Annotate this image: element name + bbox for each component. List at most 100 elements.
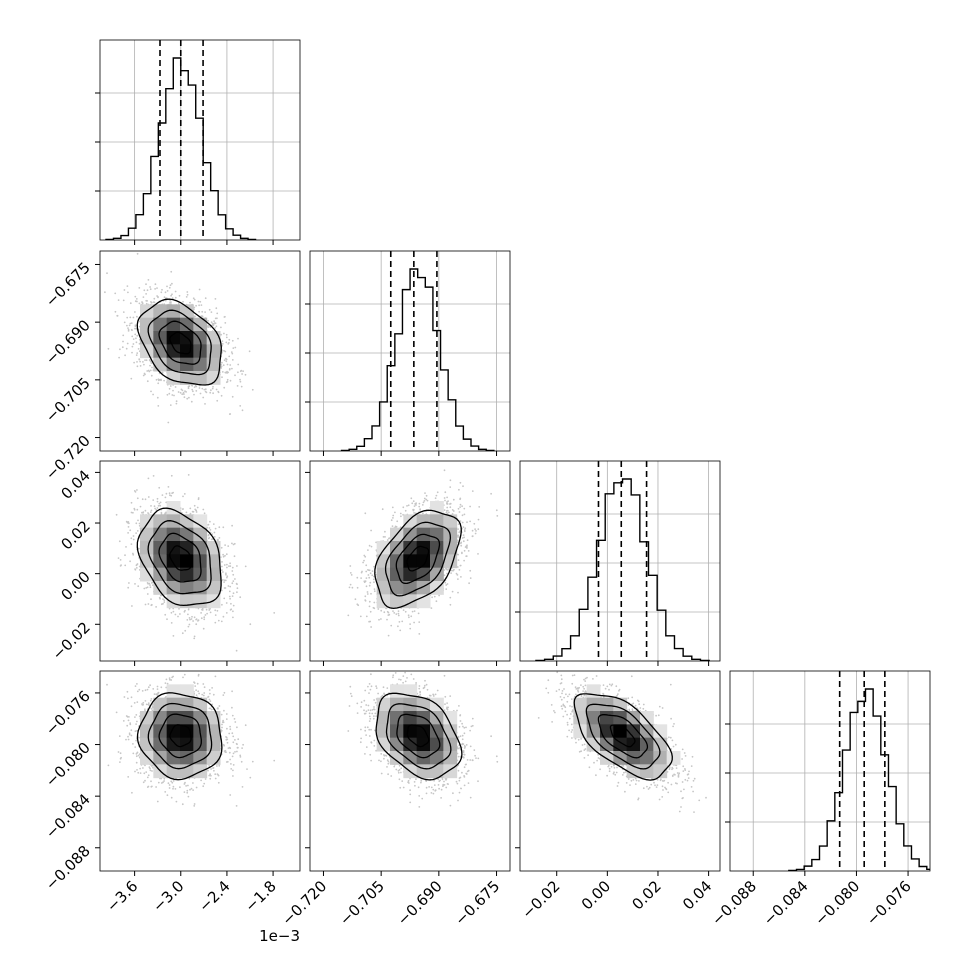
- density-cell: [140, 317, 154, 332]
- density-cell: [166, 697, 181, 712]
- contour-line: [406, 724, 430, 748]
- density-cell: [390, 711, 404, 725]
- panel-1-0: −0.720−0.705−0.690−0.675: [42, 250, 301, 484]
- density-cell: [613, 711, 628, 725]
- density-cell: [153, 581, 168, 595]
- panel-frame: [99, 460, 301, 662]
- density-cell: [376, 554, 391, 569]
- x-tick-label: 0.00: [578, 877, 614, 913]
- density-cell: [376, 711, 391, 725]
- density-cell: [180, 514, 194, 529]
- density-cell: [193, 317, 208, 332]
- density-cell: [430, 541, 444, 555]
- density-cell: [640, 751, 654, 765]
- panel-1-1: [305, 250, 511, 456]
- density-cell: [166, 737, 181, 752]
- panel-frame: [309, 250, 511, 452]
- y-tick-label: −0.690: [42, 316, 94, 368]
- density-cell: [153, 737, 168, 752]
- density-cell: [390, 581, 404, 595]
- panel-content: [730, 671, 930, 871]
- x-tick-label: 0.02: [628, 877, 664, 913]
- panel-content: [520, 461, 720, 661]
- histogram-step: [340, 268, 495, 451]
- panel-content: [347, 671, 499, 808]
- contour-line: [158, 532, 202, 583]
- contour-line: [609, 724, 636, 748]
- y-tick-label: −0.675: [42, 259, 94, 311]
- contour-line: [147, 309, 212, 376]
- contour-line: [169, 331, 192, 355]
- density-cell: [166, 567, 181, 582]
- density-cell: [180, 371, 194, 385]
- panel-content: [347, 469, 499, 637]
- density-cell: [376, 541, 391, 555]
- density-cell: [193, 331, 208, 345]
- density-cell: [640, 764, 654, 779]
- density-cell: [140, 527, 154, 542]
- histogram-step: [788, 688, 930, 871]
- density-cell: [140, 567, 154, 582]
- panel-frame: [99, 670, 301, 872]
- density-cell: [140, 751, 154, 765]
- contour-line: [384, 521, 452, 597]
- density-cell: [140, 514, 154, 529]
- contour-line: [585, 703, 661, 770]
- density-cell: [206, 737, 221, 752]
- density-cell: [206, 371, 221, 385]
- density-cell: [140, 331, 154, 345]
- density-cell: [403, 554, 418, 569]
- density-cell: [153, 751, 168, 765]
- panel-0-0: [95, 39, 301, 245]
- density-cell: [416, 697, 431, 712]
- panel-frame: [309, 670, 511, 872]
- density-cell: [443, 724, 458, 739]
- density-cell: [180, 357, 194, 372]
- density-cell: [166, 304, 181, 319]
- panel-frame: [519, 670, 721, 872]
- density-cell: [180, 317, 194, 332]
- density-cell: [600, 697, 614, 712]
- contour-line: [396, 713, 441, 759]
- density-cell: [180, 697, 194, 712]
- x-tick-label: −0.02: [518, 877, 563, 922]
- panel-content: [106, 673, 276, 807]
- density-cell: [153, 304, 168, 319]
- density-cell: [193, 737, 208, 752]
- density-cell: [376, 737, 391, 752]
- panel-frame: [99, 39, 301, 241]
- x-tick-label: −2.4: [195, 877, 233, 915]
- density-cell: [140, 737, 154, 752]
- y-tick-label: −0.076: [42, 687, 94, 739]
- panel-content: [104, 252, 254, 424]
- density-cell: [193, 541, 208, 555]
- density-cell: [626, 711, 641, 725]
- density-cell: [666, 751, 681, 765]
- density-cell: [403, 527, 418, 542]
- panel-content: [115, 474, 276, 652]
- density-cell: [166, 684, 181, 699]
- contour-line: [147, 520, 212, 595]
- contour-line: [136, 692, 223, 781]
- density-cell: [180, 751, 194, 765]
- contour-line: [374, 509, 462, 610]
- density-cell: [390, 751, 404, 765]
- density-cell: [140, 711, 154, 725]
- density-cell: [430, 514, 444, 529]
- panel-content: [310, 251, 510, 451]
- density-cell: [653, 751, 668, 765]
- density-cell: [573, 697, 588, 712]
- contour-line: [597, 714, 649, 759]
- density-cell: [443, 514, 458, 529]
- panel-frame: [99, 250, 301, 452]
- panel-2-2: [515, 460, 721, 666]
- density-cell: [166, 344, 181, 359]
- density-cell: [180, 711, 194, 725]
- density-cell: [153, 514, 168, 529]
- x-tick-label: −0.720: [278, 877, 330, 929]
- panel-2-0: −0.020.000.020.04: [49, 460, 301, 666]
- density-cell: [180, 567, 194, 582]
- x-tick-label: −0.080: [811, 877, 863, 929]
- contour-line: [385, 703, 452, 770]
